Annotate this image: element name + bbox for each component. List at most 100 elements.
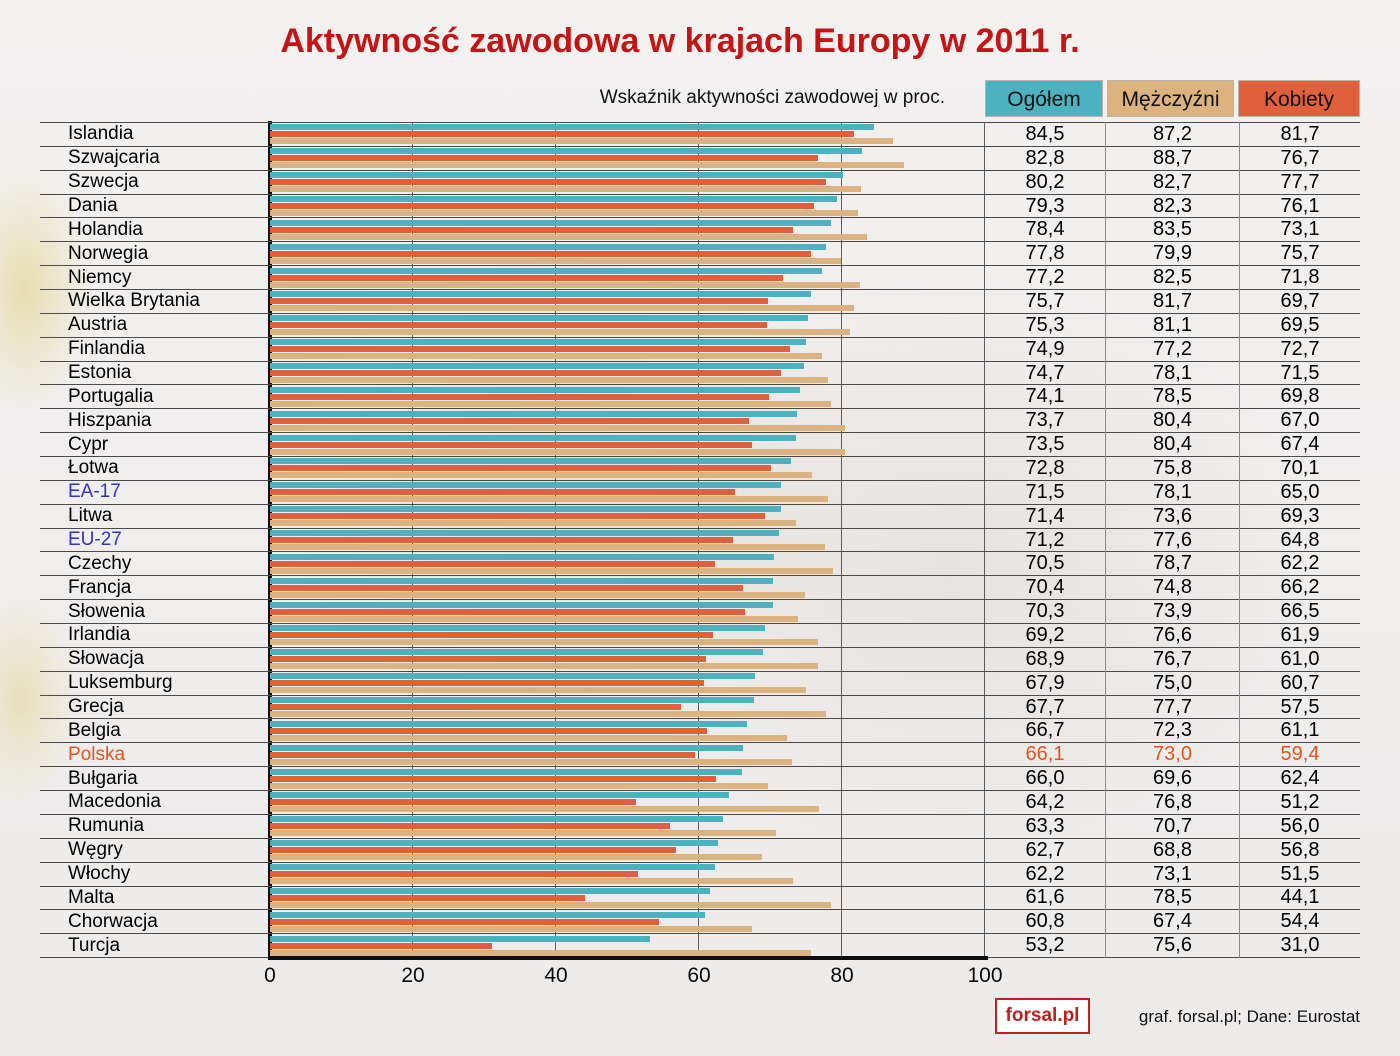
- bar-mezczyzni: [270, 758, 792, 765]
- country-label: Turcja: [68, 934, 121, 956]
- bar-mezczyzni: [270, 639, 818, 646]
- bar-ogolem: [270, 816, 723, 823]
- bar-ogolem: [270, 363, 805, 370]
- value-ogolem: 84,5: [1025, 122, 1065, 145]
- table-row: Norwegia 77,8 79,9 75,7: [40, 242, 1360, 267]
- bar-mezczyzni: [270, 591, 805, 598]
- country-label: Francja: [68, 576, 132, 598]
- bar-ogolem: [270, 911, 705, 918]
- value-mezczyzni: 82,5: [1153, 266, 1192, 289]
- table-row: Słowenia 70,3 73,9 66,5: [40, 600, 1360, 625]
- bar-kobiety: [270, 584, 744, 591]
- bar-mezczyzni: [270, 544, 825, 551]
- value-mezczyzni: 76,7: [1153, 647, 1192, 670]
- bar-group: [270, 409, 985, 432]
- value-ogolem: 73,7: [1025, 409, 1065, 432]
- table-row: Luksemburg 67,9 75,0 60,7: [40, 672, 1360, 696]
- value-kobiety: 77,7: [1280, 170, 1320, 193]
- bar-kobiety: [270, 131, 855, 138]
- value-kobiety: 66,2: [1280, 576, 1320, 599]
- bar-kobiety: [270, 751, 695, 758]
- bar-group: [270, 552, 985, 575]
- country-label: Norwegia: [68, 242, 149, 264]
- bar-kobiety: [270, 847, 677, 854]
- bar-group: [270, 457, 985, 480]
- bar-ogolem: [270, 124, 875, 131]
- bar-group: [270, 266, 985, 289]
- bar-kobiety: [270, 203, 815, 209]
- country-label: Niemcy: [68, 266, 132, 288]
- bar-kobiety: [270, 632, 713, 639]
- bar-kobiety: [270, 727, 707, 734]
- bar-group: [270, 290, 985, 313]
- value-mezczyzni: 82,3: [1153, 194, 1192, 217]
- bar-ogolem: [270, 530, 780, 537]
- country-label: Węgry: [68, 839, 123, 861]
- bar-ogolem: [270, 291, 812, 298]
- value-mezczyzni: 78,5: [1153, 886, 1192, 909]
- table-row: Szwecja 80,2 82,7 77,7: [40, 171, 1360, 195]
- bar-mezczyzni: [270, 353, 822, 360]
- country-label: Słowacja: [68, 648, 145, 670]
- value-kobiety: 59,4: [1280, 743, 1320, 766]
- country-label: Belgia: [68, 719, 121, 741]
- table-row: Litwa 71,4 73,6 69,3: [40, 505, 1360, 529]
- value-kobiety: 62,2: [1280, 552, 1320, 575]
- bar-group: [270, 815, 985, 838]
- country-label: Irlandia: [68, 624, 131, 646]
- bar-ogolem: [270, 410, 797, 417]
- bar-group: [270, 863, 985, 886]
- bar-mezczyzni: [270, 663, 819, 670]
- value-kobiety: 64,8: [1280, 528, 1320, 551]
- value-mezczyzni: 73,1: [1153, 862, 1192, 885]
- table-row: Hiszpania 73,7 80,4 67,0: [40, 409, 1360, 434]
- value-mezczyzni: 76,6: [1153, 623, 1192, 646]
- bar-ogolem: [270, 577, 774, 584]
- value-ogolem: 67,9: [1025, 671, 1065, 694]
- bar-group: [270, 719, 985, 742]
- forsal-logo: forsal.pl: [995, 998, 1090, 1034]
- bar-kobiety: [270, 274, 784, 281]
- bar-kobiety: [270, 393, 770, 400]
- table-row: Francja 70,4 74,8 66,2: [40, 576, 1360, 601]
- bar-kobiety: [270, 608, 746, 615]
- value-kobiety: 67,0: [1280, 409, 1320, 432]
- bar-ogolem: [270, 553, 775, 560]
- value-mezczyzni: 78,7: [1153, 552, 1192, 575]
- value-kobiety: 51,5: [1280, 862, 1320, 885]
- bar-kobiety: [270, 775, 717, 782]
- bar-kobiety: [270, 704, 682, 711]
- bar-kobiety: [270, 489, 735, 496]
- value-kobiety: 60,7: [1280, 671, 1320, 694]
- value-ogolem: 70,5: [1025, 552, 1065, 575]
- table-row: Czechy 70,5 78,7 62,2: [40, 552, 1360, 577]
- bar-group: [270, 385, 985, 408]
- bar-ogolem: [270, 219, 831, 226]
- table-row: EA-17 71,5 78,1 65,0: [40, 481, 1360, 505]
- value-ogolem: 70,3: [1025, 600, 1065, 623]
- bar-ogolem: [270, 339, 806, 346]
- bar-group: [270, 433, 985, 456]
- bar-group: [270, 242, 985, 265]
- country-label: Szwajcaria: [68, 147, 160, 169]
- table-separator: [1105, 122, 1106, 958]
- value-kobiety: 65,0: [1280, 480, 1320, 503]
- table-row: Polska 66,1 73,0 59,4: [40, 743, 1360, 768]
- bar-mezczyzni: [270, 138, 894, 145]
- bar-group: [270, 481, 985, 504]
- value-mezczyzni: 69,6: [1153, 767, 1192, 790]
- value-kobiety: 56,8: [1280, 838, 1320, 861]
- bar-mezczyzni: [270, 281, 860, 288]
- bar-kobiety: [270, 560, 715, 567]
- country-label: EA-17: [68, 481, 121, 503]
- value-ogolem: 66,7: [1025, 719, 1065, 742]
- country-label: Portugalia: [68, 385, 154, 407]
- bar-mezczyzni: [270, 806, 820, 813]
- country-label: Litwa: [68, 505, 113, 527]
- bar-group: [270, 887, 985, 910]
- bar-ogolem: [270, 267, 822, 274]
- bar-kobiety: [270, 680, 704, 687]
- x-axis-line: [268, 956, 988, 960]
- table-row: Wielka Brytania 75,7 81,7 69,7: [40, 290, 1360, 314]
- value-kobiety: 69,7: [1280, 289, 1320, 312]
